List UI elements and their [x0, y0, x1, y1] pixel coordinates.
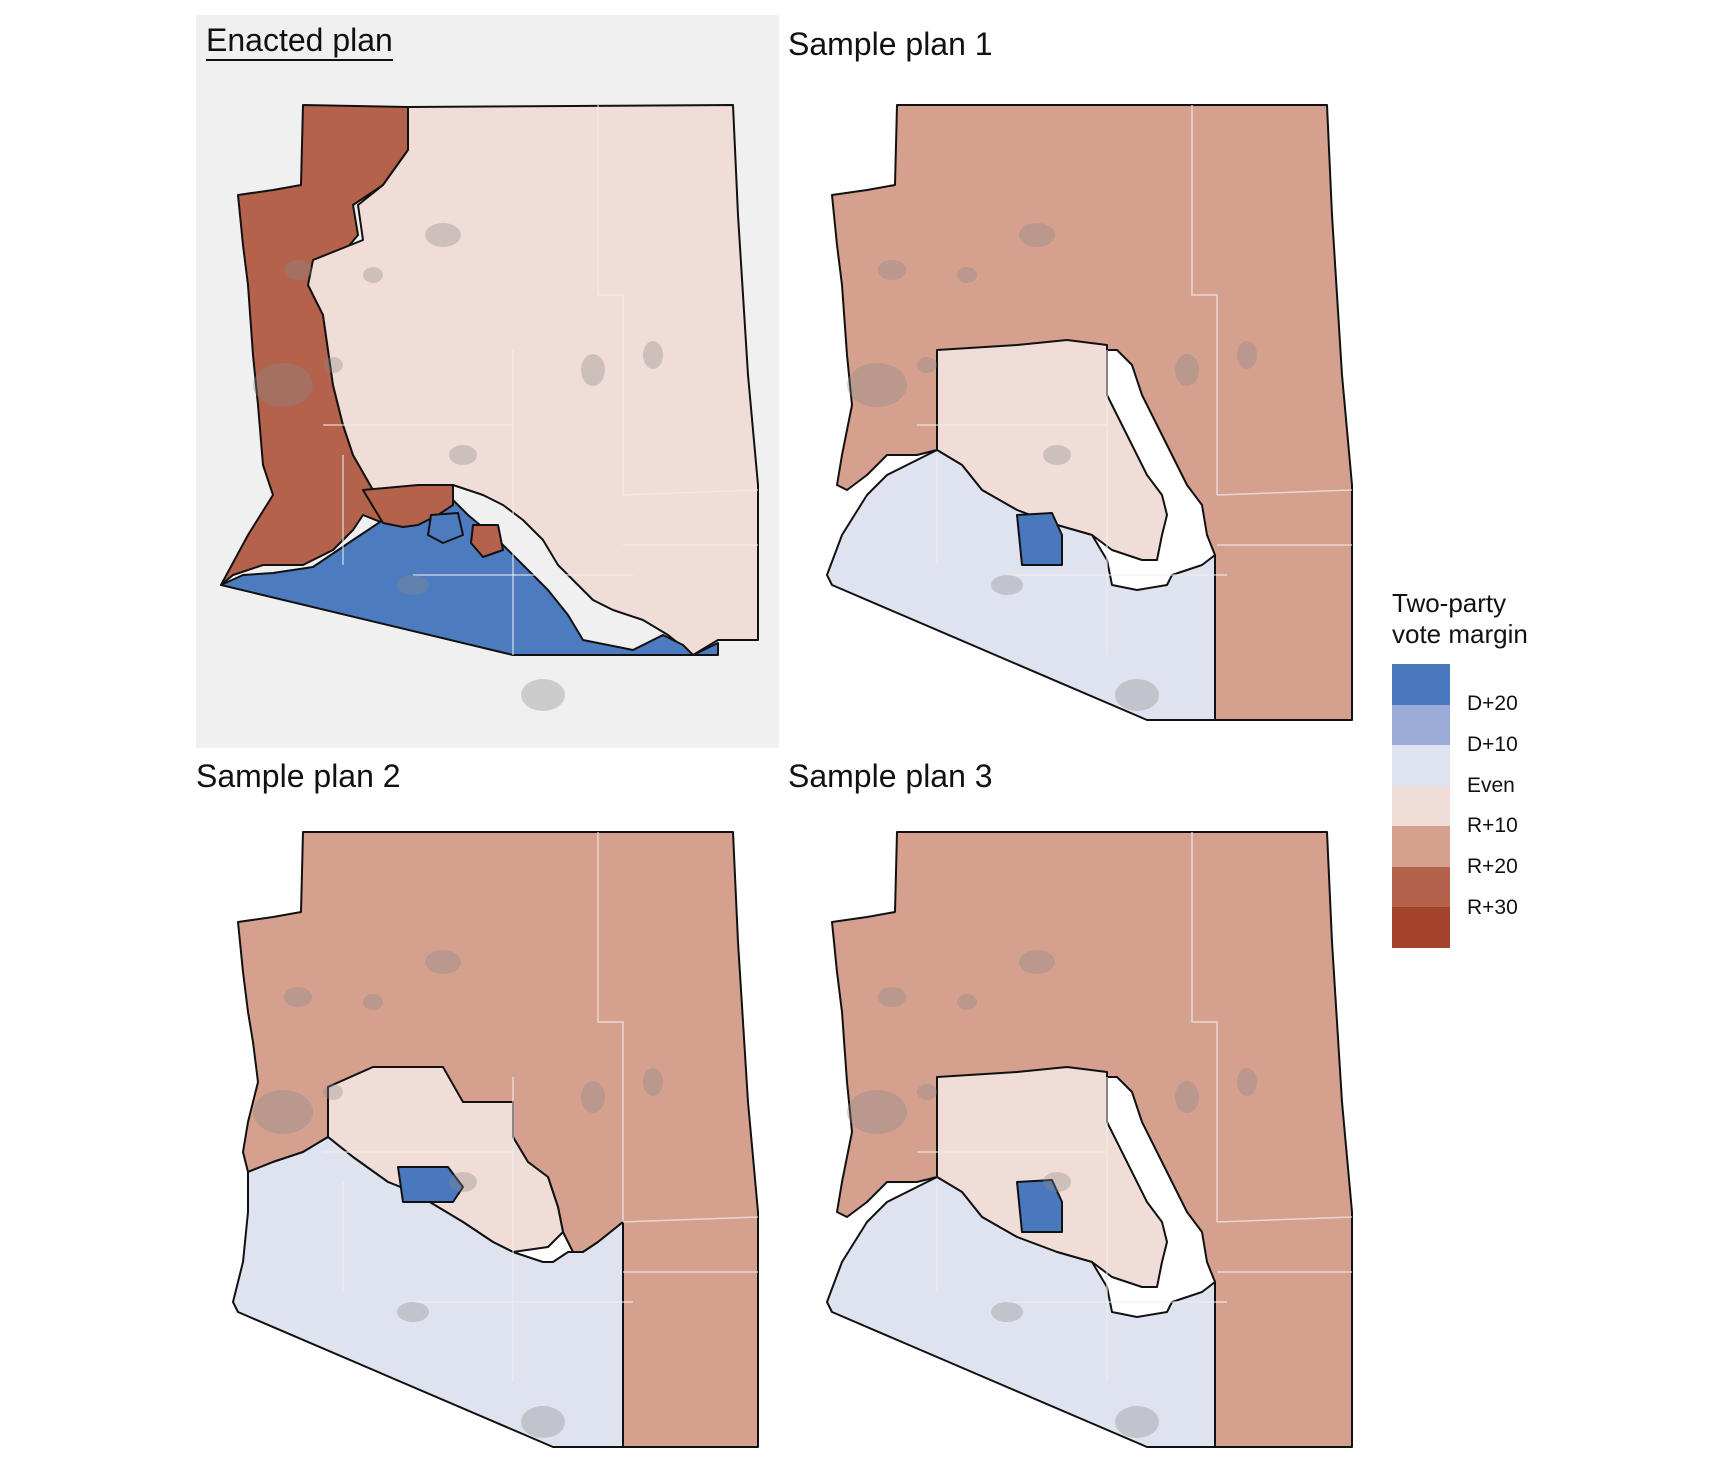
legend-swatch: [1392, 785, 1450, 826]
urban-area: [1175, 354, 1199, 386]
urban-area: [991, 575, 1023, 595]
urban-areas: [253, 223, 663, 711]
urban-area: [1019, 950, 1055, 974]
county-line: [597, 105, 624, 495]
urban-area: [917, 1084, 937, 1100]
legend-label-d10: D+10: [1467, 733, 1518, 756]
panel-title: Sample plan 1: [788, 26, 993, 62]
urban-area: [643, 1068, 663, 1096]
urban-area: [991, 1302, 1023, 1322]
urban-area: [847, 363, 907, 407]
county-line: [1216, 1216, 1353, 1223]
district-urban-blue: [1016, 512, 1063, 566]
district-southwest: [826, 1176, 1216, 1448]
urban-area: [363, 267, 383, 283]
urban-area: [449, 445, 477, 465]
urban-area: [1019, 223, 1055, 247]
county-line: [597, 832, 624, 1222]
urban-area: [1115, 679, 1159, 711]
urban-area: [581, 354, 605, 386]
urban-area: [425, 223, 461, 247]
county-line: [1216, 489, 1353, 496]
urban-area: [878, 260, 906, 280]
urban-area: [284, 987, 312, 1007]
urban-area: [1115, 1406, 1159, 1438]
county-lines: [917, 832, 1353, 1382]
legend-swatch: [1392, 866, 1450, 907]
legend-swatch: [1392, 664, 1450, 705]
urban-area: [917, 357, 937, 373]
county-lines: [917, 105, 1353, 655]
panel-title: Enacted plan: [206, 22, 393, 61]
legend-label-r10: R+10: [1467, 814, 1518, 837]
urban-area: [397, 575, 429, 595]
urban-area: [1237, 341, 1257, 369]
county-line: [1191, 832, 1218, 1222]
urban-area: [449, 1172, 477, 1192]
county-line: [622, 1216, 759, 1223]
urban-areas: [253, 950, 663, 1438]
urban-area: [323, 357, 343, 373]
urban-area: [643, 341, 663, 369]
district-southwest: [232, 1136, 624, 1448]
district-map: [232, 831, 759, 1448]
district-map: [220, 104, 759, 711]
legend-title: Two-party vote margin: [1392, 588, 1592, 650]
legend-swatch: [1392, 907, 1450, 948]
urban-area: [878, 987, 906, 1007]
urban-area: [1043, 445, 1071, 465]
district-urban-red: [470, 524, 504, 558]
urban-area: [323, 1084, 343, 1100]
state-shape: [220, 104, 759, 656]
panel-title: Sample plan 3: [788, 758, 993, 794]
urban-area: [1175, 1081, 1199, 1113]
county-lines: [323, 832, 759, 1382]
panel-title: Sample plan 2: [196, 758, 401, 794]
legend-label-even: Even: [1467, 774, 1515, 797]
urban-area: [1043, 1172, 1071, 1192]
urban-area: [425, 950, 461, 974]
urban-area: [363, 994, 383, 1010]
legend-color-scale: [1392, 664, 1450, 948]
district-map: [826, 831, 1353, 1448]
district-urban-blue: [427, 512, 464, 544]
district-urban-blue: [397, 1166, 464, 1203]
legend-title-line-2: vote margin: [1392, 619, 1528, 649]
urban-area: [284, 260, 312, 280]
urban-area: [1237, 1068, 1257, 1096]
district-south: [220, 489, 719, 656]
county-lines: [323, 105, 759, 655]
legend-swatch: [1392, 745, 1450, 786]
urban-areas: [847, 950, 1257, 1438]
urban-area: [581, 1081, 605, 1113]
legend-label-r20: R+20: [1467, 855, 1518, 878]
urban-area: [957, 267, 977, 283]
urban-area: [253, 363, 313, 407]
legend-label-d20: D+20: [1467, 692, 1518, 715]
district-map: [826, 104, 1353, 721]
county-line: [1191, 105, 1218, 495]
legend: Two-party vote margin D+20 D+10 Even R+1…: [1392, 588, 1592, 948]
district-urban-blue: [1016, 1179, 1063, 1233]
urban-areas: [847, 223, 1257, 711]
legend-swatch: [1392, 704, 1450, 745]
urban-area: [521, 1406, 565, 1438]
county-line: [622, 489, 759, 496]
urban-area: [847, 1090, 907, 1134]
urban-area: [397, 1302, 429, 1322]
legend-label-r30: R+30: [1467, 896, 1518, 919]
urban-area: [253, 1090, 313, 1134]
urban-area: [521, 679, 565, 711]
urban-area: [957, 994, 977, 1010]
legend-swatch: [1392, 826, 1450, 867]
legend-title-line-1: Two-party: [1392, 588, 1507, 618]
district-north: [307, 104, 759, 656]
